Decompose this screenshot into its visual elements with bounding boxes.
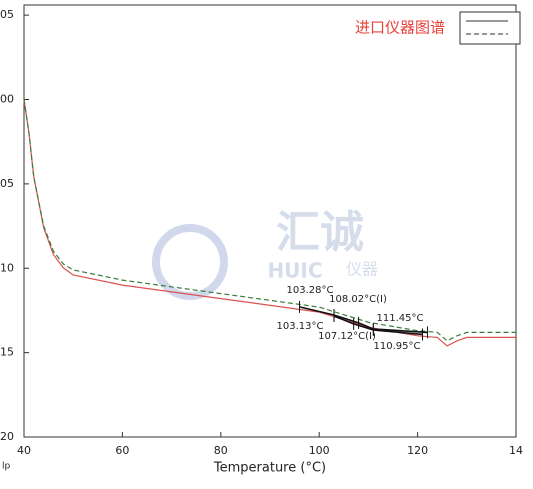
series-line [23, 99, 516, 342]
y-tick-label: 20 [0, 430, 14, 443]
x-tick-label: 14 [509, 444, 523, 457]
y-tick-label: 15 [0, 346, 14, 359]
annotation: 103.28°C [287, 285, 334, 296]
watermark-text: 汇诚 [276, 207, 364, 258]
chart-title: 进口仪器图谱 [355, 19, 445, 37]
series-line [333, 315, 423, 336]
y-tick-label: 00 [0, 93, 14, 106]
annotation: 110.95°C [374, 341, 421, 352]
watermark-logo [152, 224, 228, 300]
x-tick-label: 60 [115, 444, 129, 457]
annotation: 108.02°C(I) [329, 294, 387, 305]
legend [459, 11, 521, 45]
y-tick-label: 05 [0, 8, 14, 21]
annotation: 103.13°C [277, 321, 324, 332]
x-axis-label: Temperature (°C) [213, 461, 326, 476]
y-axis-label: lp [2, 462, 11, 472]
y-tick-label: 05 [0, 177, 14, 190]
annotation: 107.12°C(I) [318, 331, 376, 342]
annotation: 111.45°C [377, 313, 424, 324]
x-tick-label: 100 [309, 444, 330, 457]
watermark-text: HUIC [267, 259, 322, 283]
watermark-text: 仪器 [346, 260, 378, 279]
plot-frame [23, 4, 517, 438]
x-tick-label: 120 [407, 444, 428, 457]
series-line [23, 99, 516, 347]
watermark: 汇诚 HUIC 仪器 [152, 207, 378, 300]
y-tick-label: 10 [0, 261, 14, 274]
x-tick-label: 40 [17, 444, 31, 457]
x-tick-label: 80 [214, 444, 228, 457]
